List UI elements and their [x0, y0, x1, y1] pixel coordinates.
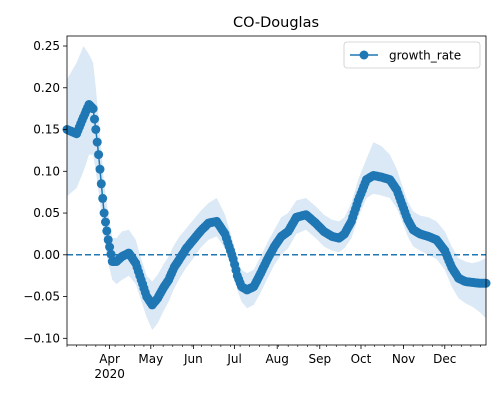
y-tick-label: 0.15	[33, 123, 60, 137]
confidence-band	[67, 46, 486, 330]
data-point	[94, 150, 104, 160]
x-tick-year-label: 2020	[94, 367, 125, 381]
y-tick-label: 0.20	[33, 81, 60, 95]
x-tick-label: Dec	[433, 352, 456, 366]
legend-marker	[359, 50, 369, 60]
data-point	[92, 137, 102, 147]
x-tick-label: Oct	[351, 352, 372, 366]
legend: growth_rate	[343, 41, 481, 69]
data-point	[101, 217, 110, 227]
x-tick-label: Apr	[99, 352, 120, 366]
x-tick-label: Aug	[265, 352, 288, 366]
data-point	[105, 242, 115, 252]
x-tick-label: Nov	[392, 352, 415, 366]
data-point	[106, 249, 116, 259]
x-tick-label: Sep	[308, 352, 331, 366]
y-tick-label: 0.25	[33, 39, 60, 53]
legend-label: growth_rate	[389, 49, 461, 63]
series-points	[62, 100, 491, 310]
legend-box	[343, 41, 481, 69]
data-point	[91, 125, 101, 134]
y-tick-label: −0.10	[23, 331, 60, 345]
axes: −0.10 −0.05 0.00 0.05 0.10 0.15 0.20 0.25 Apr202…	[23, 39, 481, 381]
data-point	[90, 114, 99, 124]
chart-title: CO-Douglas	[233, 15, 319, 31]
data-point	[98, 193, 108, 203]
data-point	[88, 104, 98, 114]
data-point	[102, 226, 112, 236]
data-point	[103, 235, 113, 245]
data-point	[99, 208, 109, 218]
y-tick-label: 0.10	[33, 164, 60, 178]
y-tick-label: 0.05	[33, 206, 60, 220]
x-tick-label: Jun	[183, 352, 203, 366]
plot-frame	[66, 35, 487, 346]
y-tick-label: −0.05	[23, 290, 60, 304]
plot-area	[62, 46, 491, 330]
y-tick-label: 0.00	[33, 248, 60, 262]
data-point	[96, 179, 106, 189]
x-tick-label: May	[138, 352, 163, 366]
x-tick-label: Jul	[226, 352, 241, 366]
data-point	[95, 164, 105, 174]
